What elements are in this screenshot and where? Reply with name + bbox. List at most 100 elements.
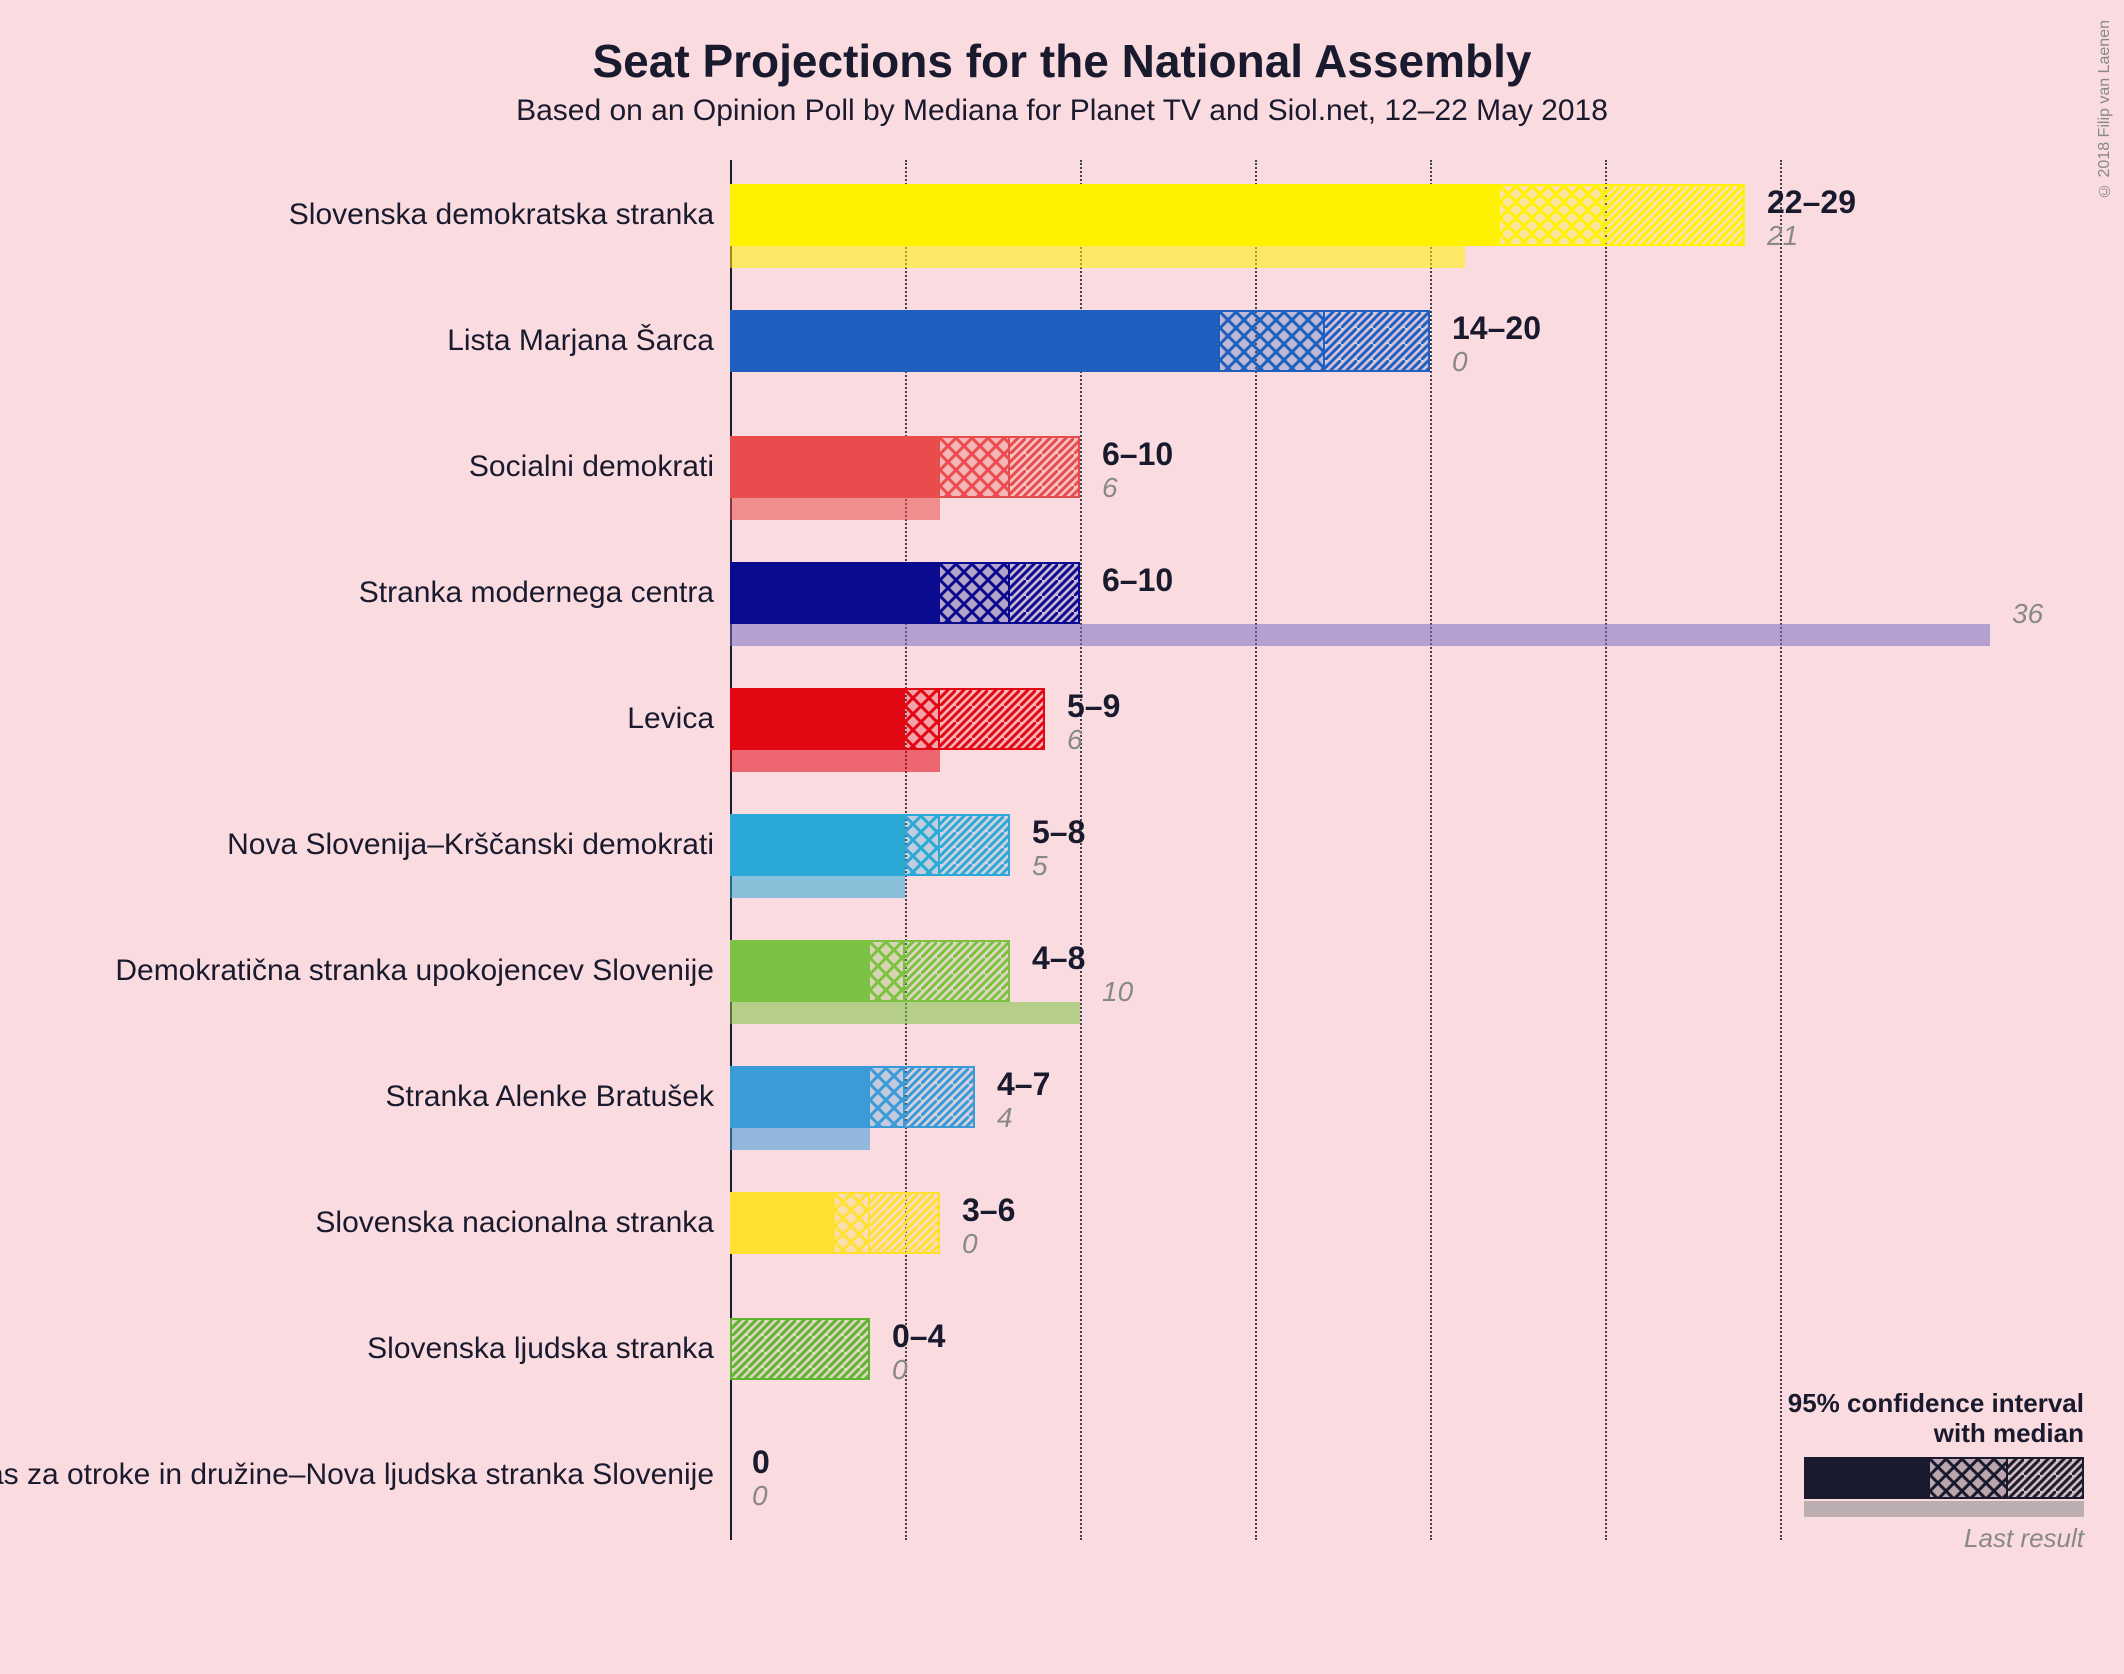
bar-solid-segment xyxy=(730,688,905,750)
confidence-interval-bar xyxy=(730,1318,870,1380)
legend-solid-segment xyxy=(1804,1457,1930,1499)
seat-range-label: 3–6 xyxy=(962,1192,1015,1229)
party-row: Stranka modernega centra6–1036 xyxy=(730,548,2030,674)
confidence-interval-bar xyxy=(730,436,1080,498)
party-label: Stranka modernega centra xyxy=(359,576,714,610)
party-row: Levica5–96 xyxy=(730,674,2030,800)
bar-solid-segment xyxy=(730,184,1500,246)
party-row: Socialni demokrati6–106 xyxy=(730,422,2030,548)
confidence-interval-bar xyxy=(730,310,1430,372)
previous-result-label: 0 xyxy=(752,1480,768,1512)
bar-solid-segment xyxy=(730,814,905,876)
seat-range-label: 22–29 xyxy=(1767,184,1856,221)
legend: 95% confidence interval with median Last… xyxy=(1788,1389,2084,1554)
party-row: Stranka Alenke Bratušek4–74 xyxy=(730,1052,2030,1178)
party-row: Demokratična stranka upokojencev Sloveni… xyxy=(730,926,2030,1052)
seat-range-label: 0–4 xyxy=(892,1318,945,1355)
previous-result-label: 10 xyxy=(1102,976,1133,1008)
seat-range-label: 4–7 xyxy=(997,1066,1050,1103)
party-label: Levica xyxy=(627,702,714,736)
confidence-interval-bar xyxy=(730,1066,975,1128)
seat-range-label: 14–20 xyxy=(1452,310,1541,347)
legend-prev-label: Last result xyxy=(1788,1523,2084,1554)
legend-prev-bar xyxy=(1804,1501,2084,1517)
bar-crosshatch-segment xyxy=(940,436,1010,498)
party-label: Stranka Alenke Bratušek xyxy=(385,1080,714,1114)
party-label: Slovenska ljudska stranka xyxy=(367,1332,714,1366)
bar-solid-segment xyxy=(730,562,940,624)
previous-result-label: 5 xyxy=(1032,850,1048,882)
bar-solid-segment xyxy=(730,1066,870,1128)
seat-range-label: 6–10 xyxy=(1102,562,1173,599)
party-label: Slovenska demokratska stranka xyxy=(289,198,714,232)
previous-result-label: 0 xyxy=(962,1228,978,1260)
previous-result-label: 36 xyxy=(2012,598,2043,630)
previous-result-bar xyxy=(730,876,905,898)
party-label: Demokratična stranka upokojencev Sloveni… xyxy=(115,954,714,988)
legend-sample-bar xyxy=(1804,1457,2084,1499)
bar-hatch-segment xyxy=(1010,436,1080,498)
bar-solid-segment xyxy=(730,940,870,1002)
party-label: Slovenska nacionalna stranka xyxy=(315,1206,714,1240)
previous-result-bar xyxy=(730,246,1465,268)
party-row: Nova Slovenija–Krščanski demokrati5–85 xyxy=(730,800,2030,926)
previous-result-bar xyxy=(730,498,940,520)
previous-result-bar xyxy=(730,750,940,772)
bar-hatch-segment xyxy=(905,1066,975,1128)
bar-crosshatch-segment xyxy=(1500,184,1605,246)
copyright-label: © 2018 Filip van Laenen xyxy=(2096,20,2114,199)
previous-result-label: 0 xyxy=(892,1354,908,1386)
legend-title-line2: with median xyxy=(1934,1418,2084,1448)
previous-result-bar xyxy=(730,624,1990,646)
bar-solid-segment xyxy=(730,310,1220,372)
bar-solid-segment xyxy=(730,436,940,498)
party-label: Glas za otroke in družine–Nova ljudska s… xyxy=(0,1458,714,1492)
previous-result-bar xyxy=(730,1128,870,1150)
previous-result-bar xyxy=(730,1002,1080,1024)
bar-solid-segment xyxy=(730,1192,835,1254)
confidence-interval-bar xyxy=(730,562,1080,624)
seat-range-label: 5–8 xyxy=(1032,814,1085,851)
chart-subtitle: Based on an Opinion Poll by Mediana for … xyxy=(0,94,2124,128)
bar-hatch-segment xyxy=(1010,562,1080,624)
chart-title: Seat Projections for the National Assemb… xyxy=(0,0,2124,88)
bar-crosshatch-segment xyxy=(835,1192,870,1254)
bar-crosshatch-segment xyxy=(870,1066,905,1128)
bar-crosshatch-segment xyxy=(940,562,1010,624)
legend-hatch-segment xyxy=(2008,1457,2084,1499)
legend-title-line1: 95% confidence interval xyxy=(1788,1388,2084,1418)
bar-hatch-segment xyxy=(870,1192,940,1254)
legend-title: 95% confidence interval with median xyxy=(1788,1389,2084,1449)
confidence-interval-bar xyxy=(730,814,1010,876)
seat-range-label: 4–8 xyxy=(1032,940,1085,977)
bar-hatch-segment xyxy=(940,688,1045,750)
bar-hatch-segment xyxy=(905,940,1010,1002)
bar-hatch-segment xyxy=(940,814,1010,876)
bar-hatch-segment xyxy=(1325,310,1430,372)
bar-crosshatch-segment xyxy=(905,688,940,750)
previous-result-label: 6 xyxy=(1067,724,1083,756)
seat-range-label: 6–10 xyxy=(1102,436,1173,473)
previous-result-label: 4 xyxy=(997,1102,1013,1134)
party-row: Lista Marjana Šarca14–200 xyxy=(730,296,2030,422)
seat-projection-chart: Slovenska demokratska stranka22–2921List… xyxy=(730,170,2030,1556)
bar-hatch-segment xyxy=(1605,184,1745,246)
party-label: Nova Slovenija–Krščanski demokrati xyxy=(227,828,714,862)
party-row: Slovenska demokratska stranka22–2921 xyxy=(730,170,2030,296)
bar-hatch-segment xyxy=(730,1318,870,1380)
bar-crosshatch-segment xyxy=(1220,310,1325,372)
party-label: Socialni demokrati xyxy=(469,450,714,484)
party-row: Slovenska nacionalna stranka3–60 xyxy=(730,1178,2030,1304)
party-label: Lista Marjana Šarca xyxy=(447,324,714,358)
previous-result-label: 21 xyxy=(1767,220,1798,252)
seat-range-label: 0 xyxy=(752,1444,770,1481)
confidence-interval-bar xyxy=(730,940,1010,1002)
seat-range-label: 5–9 xyxy=(1067,688,1120,725)
bar-crosshatch-segment xyxy=(905,814,940,876)
confidence-interval-bar xyxy=(730,184,1745,246)
bar-crosshatch-segment xyxy=(870,940,905,1002)
legend-crosshatch-segment xyxy=(1930,1457,2008,1499)
previous-result-label: 6 xyxy=(1102,472,1118,504)
confidence-interval-bar xyxy=(730,1192,940,1254)
previous-result-label: 0 xyxy=(1452,346,1468,378)
